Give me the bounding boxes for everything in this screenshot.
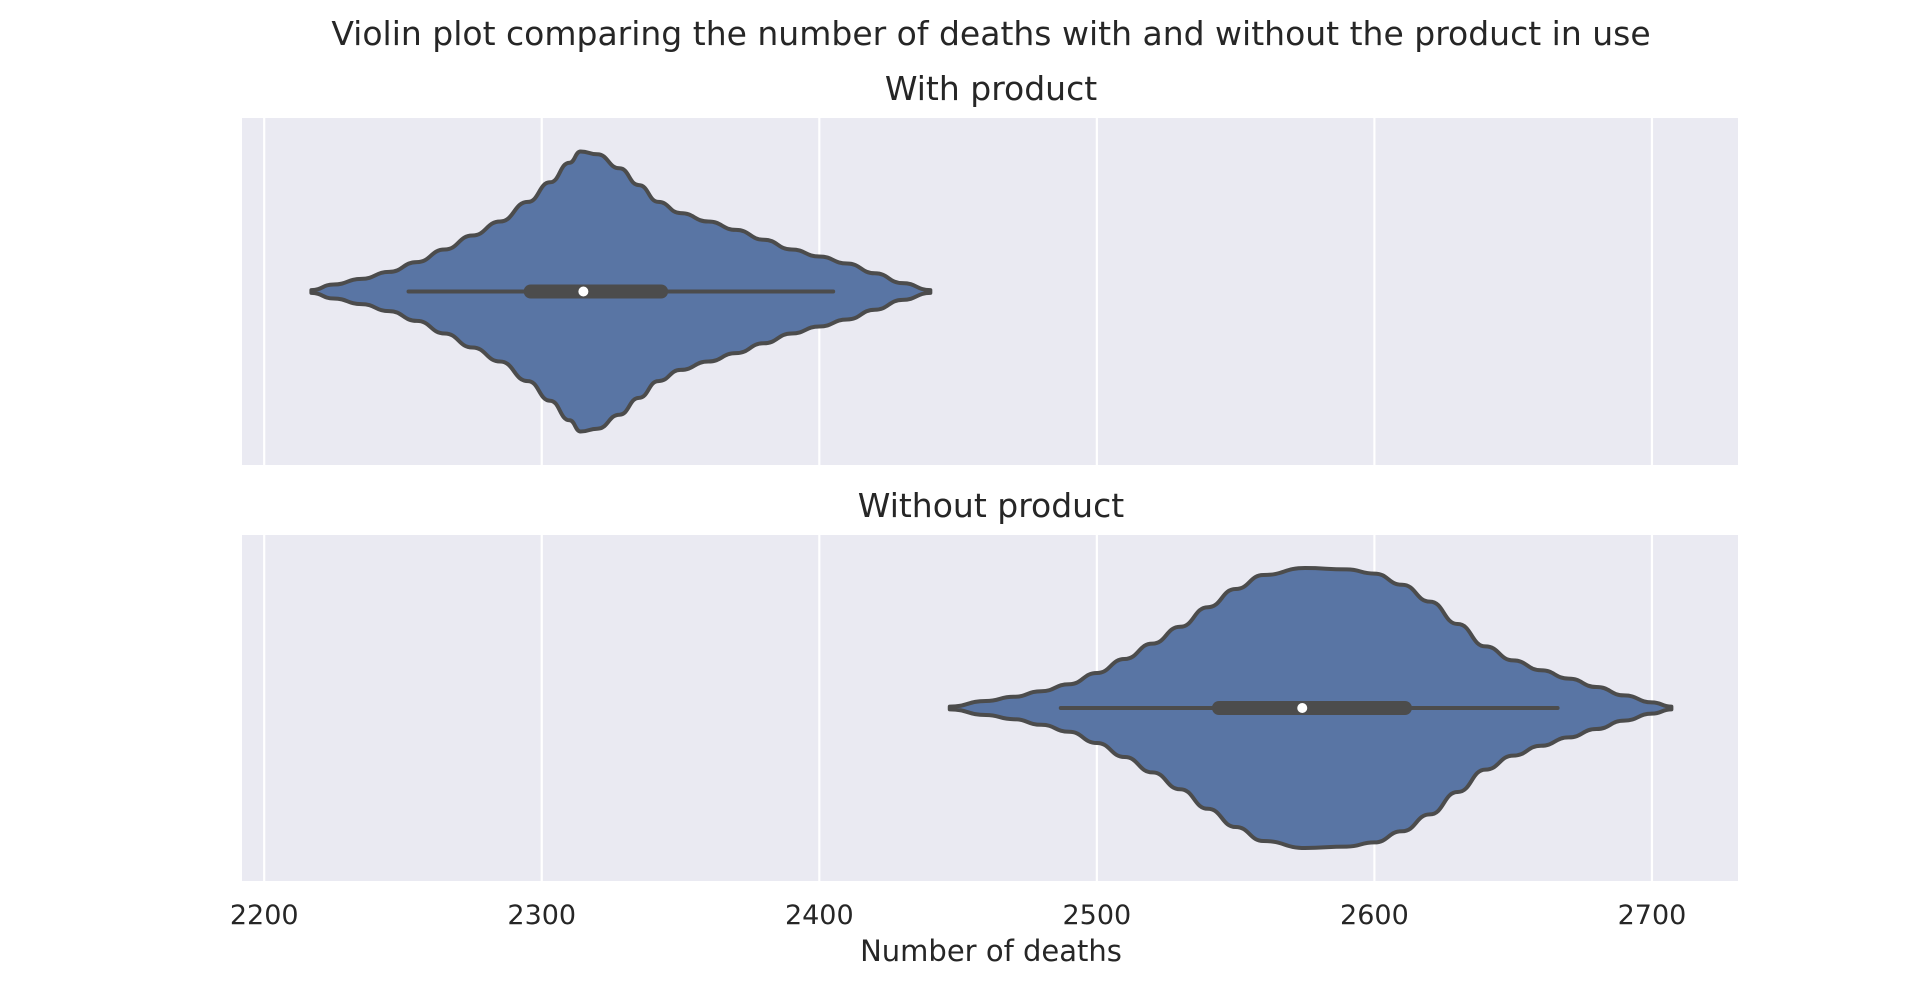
panel-title-without-product: Without product (858, 486, 1124, 525)
median-point-with-product (578, 286, 589, 297)
panel-title-with-product: With product (885, 69, 1097, 108)
x-tick-label-2500: 2500 (1062, 900, 1131, 931)
x-axis-label: Number of deaths (860, 934, 1122, 968)
chart-title: Violin plot comparing the number of deat… (331, 14, 1650, 53)
x-tick-label-2200: 2200 (230, 900, 299, 931)
x-tick-label-2600: 2600 (1340, 900, 1409, 931)
x-tick-label-2300: 2300 (507, 900, 576, 931)
x-tick-label-2400: 2400 (785, 900, 854, 931)
x-tick-label-2700: 2700 (1618, 900, 1687, 931)
median-point-without-product (1297, 703, 1308, 713)
